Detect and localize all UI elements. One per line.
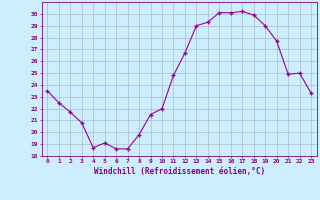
- X-axis label: Windchill (Refroidissement éolien,°C): Windchill (Refroidissement éolien,°C): [94, 167, 265, 176]
